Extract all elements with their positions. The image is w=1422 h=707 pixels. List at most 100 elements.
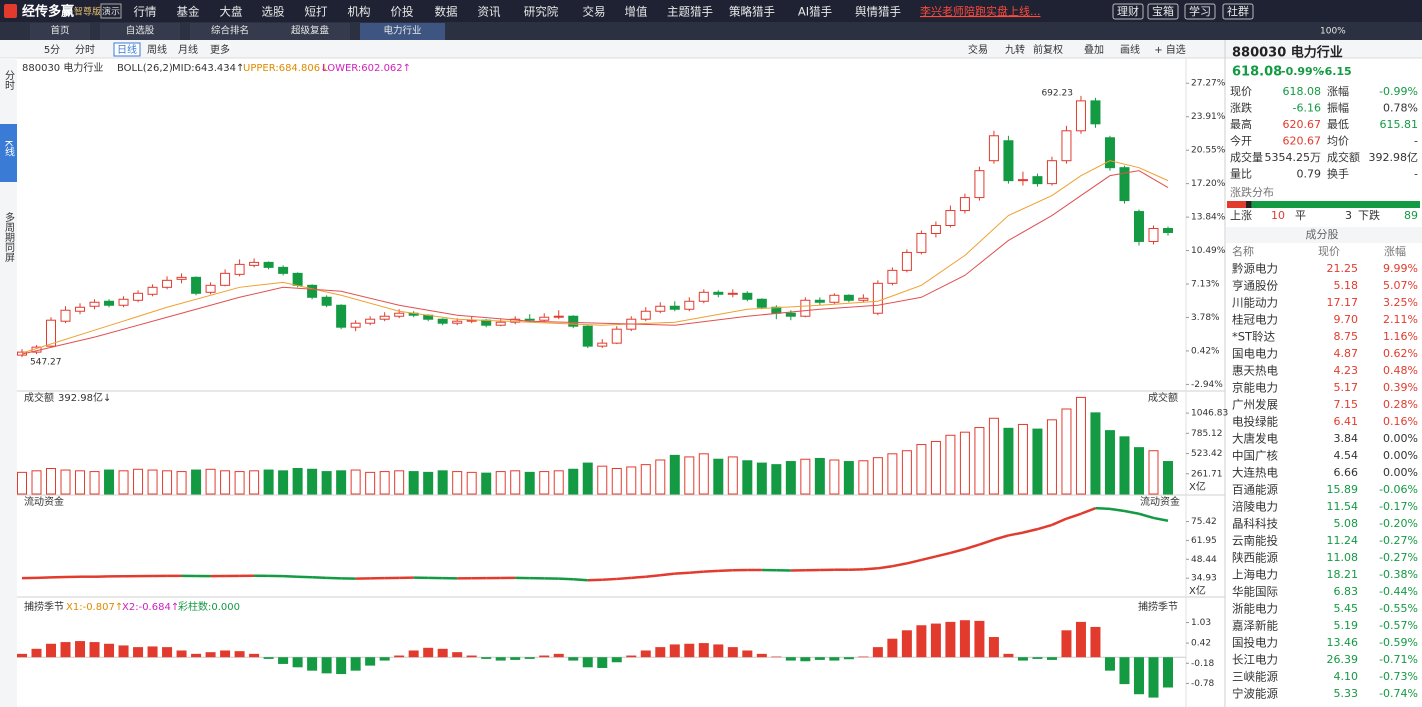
tab[interactable]	[100, 23, 180, 40]
stock-change[interactable]: 5.07%	[1383, 279, 1418, 292]
menu-item[interactable]: 短打	[305, 5, 328, 19]
menu-item[interactable]: 交易	[583, 5, 606, 19]
tab[interactable]	[190, 23, 270, 40]
promo-link[interactable]: 李兴老师陪跑实盘上线...	[920, 4, 1041, 18]
stock-price[interactable]: 5.18	[1334, 279, 1359, 292]
menu-item[interactable]: 舆情猎手	[855, 5, 901, 19]
stock-price[interactable]: 6.41	[1334, 415, 1359, 428]
tab-label[interactable]: 自选股	[126, 25, 155, 37]
tool[interactable]: 交易	[968, 43, 988, 56]
stock-name[interactable]: 嘉泽新能	[1232, 619, 1278, 633]
period[interactable]: 周线	[147, 43, 167, 56]
stock-name[interactable]: 中国广核	[1232, 449, 1278, 463]
period[interactable]: 月线	[178, 43, 198, 56]
tool[interactable]: + 自选	[1154, 43, 1186, 56]
stock-name[interactable]: 国电电力	[1232, 347, 1278, 361]
stock-name[interactable]: 国投电力	[1232, 636, 1278, 650]
menu-item[interactable]: 研究院	[524, 5, 559, 19]
stock-change[interactable]: 0.00%	[1383, 466, 1418, 479]
tool[interactable]: 画线	[1120, 43, 1140, 56]
stock-price[interactable]: 7.15	[1334, 398, 1359, 411]
stock-price[interactable]: 15.89	[1327, 483, 1359, 496]
stock-name[interactable]: 上海电力	[1232, 568, 1278, 582]
tab-label[interactable]: 首页	[50, 25, 69, 37]
menu-item[interactable]: 增值	[625, 5, 648, 19]
stock-price[interactable]: 17.17	[1327, 296, 1359, 309]
stock-name[interactable]: 京能电力	[1232, 381, 1278, 395]
stock-name[interactable]: 浙能电力	[1232, 602, 1278, 616]
stock-name[interactable]: 广州发展	[1232, 398, 1278, 412]
stock-price[interactable]: 11.54	[1327, 500, 1359, 513]
stock-change[interactable]: -0.71%	[1379, 653, 1418, 666]
menu-item[interactable]: AI猎手	[798, 5, 832, 19]
stock-price[interactable]: 18.21	[1327, 568, 1359, 581]
tool[interactable]: 前复权	[1033, 43, 1063, 56]
tab-label[interactable]: 电力行业	[383, 25, 421, 37]
menu-button[interactable]: 理财	[1117, 4, 1139, 18]
menu-item[interactable]: 策略猎手	[729, 5, 775, 19]
stock-change[interactable]: 0.48%	[1383, 364, 1418, 377]
stock-change[interactable]: -0.59%	[1379, 636, 1418, 649]
stock-price[interactable]: 4.54	[1334, 449, 1359, 462]
stock-price[interactable]: 13.46	[1327, 636, 1359, 649]
stock-change[interactable]: 0.16%	[1383, 415, 1418, 428]
stock-change[interactable]: -0.27%	[1379, 551, 1418, 564]
stock-change[interactable]: 0.00%	[1383, 449, 1418, 462]
menu-item[interactable]: 数据	[435, 5, 458, 19]
stock-change[interactable]: 0.28%	[1383, 398, 1418, 411]
period[interactable]: 5分	[44, 44, 60, 56]
stock-change[interactable]: -0.55%	[1379, 602, 1418, 615]
period[interactable]: 分时	[75, 44, 95, 56]
tab[interactable]	[270, 23, 350, 40]
stock-change[interactable]: -0.17%	[1379, 500, 1418, 513]
stock-change[interactable]: -0.06%	[1379, 483, 1418, 496]
stock-change[interactable]: 1.16%	[1383, 330, 1418, 343]
stock-name[interactable]: 宁波能源	[1232, 687, 1278, 701]
stock-change[interactable]: 0.39%	[1383, 381, 1418, 394]
stock-price[interactable]: 4.10	[1334, 670, 1359, 683]
menu-button-box[interactable]	[1222, 3, 1254, 20]
stock-change[interactable]: 0.62%	[1383, 347, 1418, 360]
stock-name[interactable]: 黔源电力	[1232, 262, 1278, 276]
menu-button-box[interactable]	[1147, 3, 1179, 20]
menu-button-box[interactable]	[1112, 3, 1144, 20]
stock-change[interactable]: 9.99%	[1383, 262, 1418, 275]
stock-change[interactable]: -0.73%	[1379, 670, 1418, 683]
stock-name[interactable]: *ST聆达	[1232, 330, 1276, 344]
stock-change[interactable]: 3.25%	[1383, 296, 1418, 309]
tool[interactable]: 九转	[1005, 43, 1025, 56]
stock-price[interactable]: 5.19	[1334, 619, 1359, 632]
stock-change[interactable]: 0.00%	[1383, 432, 1418, 445]
stock-price[interactable]: 26.39	[1327, 653, 1359, 666]
menu-item[interactable]: 基金	[177, 5, 200, 19]
menu-item[interactable]: 机构	[348, 5, 371, 19]
stock-price[interactable]: 3.84	[1334, 432, 1359, 445]
period[interactable]: 日线	[117, 43, 137, 56]
stock-price[interactable]: 6.66	[1334, 466, 1359, 479]
tab[interactable]	[360, 23, 445, 40]
stock-name[interactable]: 百通能源	[1232, 483, 1278, 497]
stock-name[interactable]: 川能动力	[1232, 296, 1278, 310]
stock-change[interactable]: -0.74%	[1379, 687, 1418, 700]
stock-name[interactable]: 惠天热电	[1232, 364, 1278, 378]
menu-item[interactable]: 主题猎手	[667, 5, 713, 19]
stock-name[interactable]: 大唐发电	[1232, 432, 1278, 446]
menu-item[interactable]: 价投	[391, 5, 414, 19]
menu-button[interactable]: 社群	[1227, 4, 1249, 18]
menu-button[interactable]: 学习	[1189, 4, 1211, 18]
sidebar-item[interactable]: K线	[3, 140, 15, 157]
stock-name[interactable]: 陕西能源	[1232, 551, 1278, 565]
menu-button[interactable]: 宝箱	[1152, 4, 1174, 18]
tab-label[interactable]: 综合排名	[211, 25, 249, 37]
stock-name[interactable]: 桂冠电力	[1232, 313, 1278, 327]
stock-price[interactable]: 5.17	[1334, 381, 1359, 394]
stock-price[interactable]: 9.70	[1334, 313, 1359, 326]
stock-price[interactable]: 5.08	[1334, 517, 1359, 530]
menu-item[interactable]: 大盘	[220, 5, 243, 19]
menu-item[interactable]: 行情	[134, 5, 157, 19]
stock-change[interactable]: -0.44%	[1379, 585, 1418, 598]
stock-price[interactable]: 4.87	[1334, 347, 1359, 360]
tool[interactable]: 叠加	[1084, 44, 1104, 56]
period[interactable]: 更多	[210, 43, 230, 56]
stock-change[interactable]: -0.20%	[1379, 517, 1418, 530]
